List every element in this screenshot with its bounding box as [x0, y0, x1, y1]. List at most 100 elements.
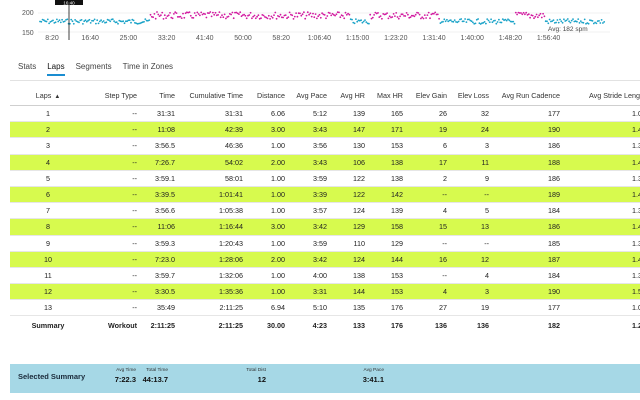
cadence-point: [225, 17, 227, 20]
col-header-distance[interactable]: Distance: [247, 86, 289, 106]
tab-segments[interactable]: Segments: [75, 62, 112, 71]
cadence-chart[interactable]: 200 150 8:20 16:40 25:00 33:20 41:40 50:00 58:…: [0, 0, 640, 42]
cadence-point: [347, 12, 349, 15]
cadence-point: [271, 16, 274, 19]
cadence-point: [46, 18, 49, 21]
tab-stats[interactable]: Stats: [18, 62, 37, 71]
tab-divider: [10, 80, 640, 81]
cadence-point: [176, 16, 179, 18]
table-cell: 122: [331, 170, 369, 187]
col-header-elev-gain[interactable]: Elev Gain: [407, 86, 451, 106]
x-tick-label: 58:20: [272, 35, 290, 42]
x-tick-label: 1:56:40: [537, 35, 560, 42]
cadence-point: [300, 14, 303, 17]
table-row[interactable]: 13--35:492:11:256.945:1013517627191771.0…: [10, 299, 640, 317]
cadence-point: [520, 12, 522, 14]
table-row[interactable]: 10 -- 7:23.0 1:28:06 2.00 3:42 124 144 16 12 187 1.…: [10, 251, 640, 268]
cadence-point: [392, 13, 395, 15]
cadence-point: [82, 23, 84, 25]
cadence-point: [434, 11, 437, 14]
cadence-point: [592, 22, 595, 25]
cadence-point: [579, 20, 582, 22]
table-cell: 1:20:43: [179, 235, 247, 252]
cadence-point: [563, 18, 565, 21]
cadence-point: [338, 11, 340, 14]
col-header-laps[interactable]: Laps ▲: [10, 86, 86, 106]
cadence-point: [468, 18, 470, 21]
cadence-point: [418, 13, 421, 16]
cadence-point: [205, 16, 208, 19]
cadence-point: [576, 20, 578, 23]
cadence-point: [69, 22, 71, 25]
col-header-time[interactable]: Time: [141, 86, 179, 106]
cadence-point: [587, 22, 590, 25]
col-header-avg-hr[interactable]: Avg HR: [331, 86, 369, 106]
col-header-max-hr[interactable]: Max HR: [369, 86, 407, 106]
cadence-point: [200, 11, 203, 14]
cadence-point: [97, 22, 100, 25]
table-cell: 3:56.5: [141, 137, 179, 155]
table-cell: 5:12: [289, 105, 331, 123]
table-cell: 1.09: [564, 105, 640, 123]
cadence-point: [288, 11, 291, 14]
cadence-point: [267, 14, 270, 17]
col-header-step-type[interactable]: Step Type: [86, 86, 141, 106]
cadence-point: [525, 11, 528, 14]
col-header-avg-stride-length[interactable]: Avg Stride Length: [564, 86, 640, 106]
tab-laps[interactable]: Laps: [47, 62, 65, 76]
summary-cell: 176: [391, 320, 403, 330]
table-cell: 4:00: [289, 267, 331, 285]
col-header-elev-loss[interactable]: Elev Loss: [451, 86, 493, 106]
cadence-point: [602, 22, 604, 24]
cadence-point: [326, 15, 329, 17]
cadence-point: [566, 18, 569, 20]
table-cell: 176: [369, 299, 407, 317]
table-cell: 9: [451, 170, 493, 187]
tab-time-in-zones[interactable]: Time in Zones: [122, 62, 174, 71]
cadence-point: [71, 20, 74, 23]
table-cell: 1.45: [564, 218, 640, 236]
table-cell: 6.94: [247, 299, 289, 317]
cadence-point: [449, 19, 452, 22]
cadence-point: [477, 18, 479, 20]
cadence-point: [180, 17, 183, 19]
table-cell: 1.36: [564, 267, 640, 285]
table-row[interactable]: 11--3:59.71:32:061.004:00138153--41841.3…: [10, 267, 640, 285]
cadence-point: [403, 15, 405, 17]
cadence-point: [154, 17, 157, 20]
table-cell: 5: [10, 170, 86, 187]
cadence-point: [157, 13, 160, 16]
cadence-point: [514, 11, 517, 14]
cadence-point: [293, 15, 296, 18]
selected-total-dist: Total Dist 12: [236, 368, 266, 384]
table-cell: 54:02: [179, 154, 247, 171]
col-header-avg-pace[interactable]: Avg Pace: [289, 86, 331, 106]
table-row[interactable]: 9--3:59.31:20:431.003:59110129----1851.3…: [10, 235, 640, 252]
table-cell: 3:59.7: [141, 267, 179, 285]
table-cell: --: [86, 154, 141, 171]
cadence-point: [542, 12, 544, 15]
summary-cell: 182: [548, 320, 560, 330]
cadence-point: [218, 11, 221, 14]
cadence-point: [381, 17, 383, 20]
cadence-point: [512, 20, 515, 23]
cadence-point: [436, 13, 439, 16]
cadence-point: [282, 16, 284, 19]
cadence-points: [39, 11, 606, 25]
col-header-cumulative-time[interactable]: Cumulative Time: [179, 86, 247, 106]
selected-avg-pace-value: 3:41.1: [362, 375, 384, 384]
cadence-point: [292, 18, 295, 20]
table-row[interactable]: 6--3:39.51:01:411.003:39122142----1891.4…: [10, 186, 640, 204]
cadence-point: [195, 14, 197, 17]
cadence-point: [486, 18, 489, 20]
summary-cell: 136: [435, 320, 447, 330]
col-header-avg-run-cadence[interactable]: Avg Run Cadence: [493, 86, 564, 106]
